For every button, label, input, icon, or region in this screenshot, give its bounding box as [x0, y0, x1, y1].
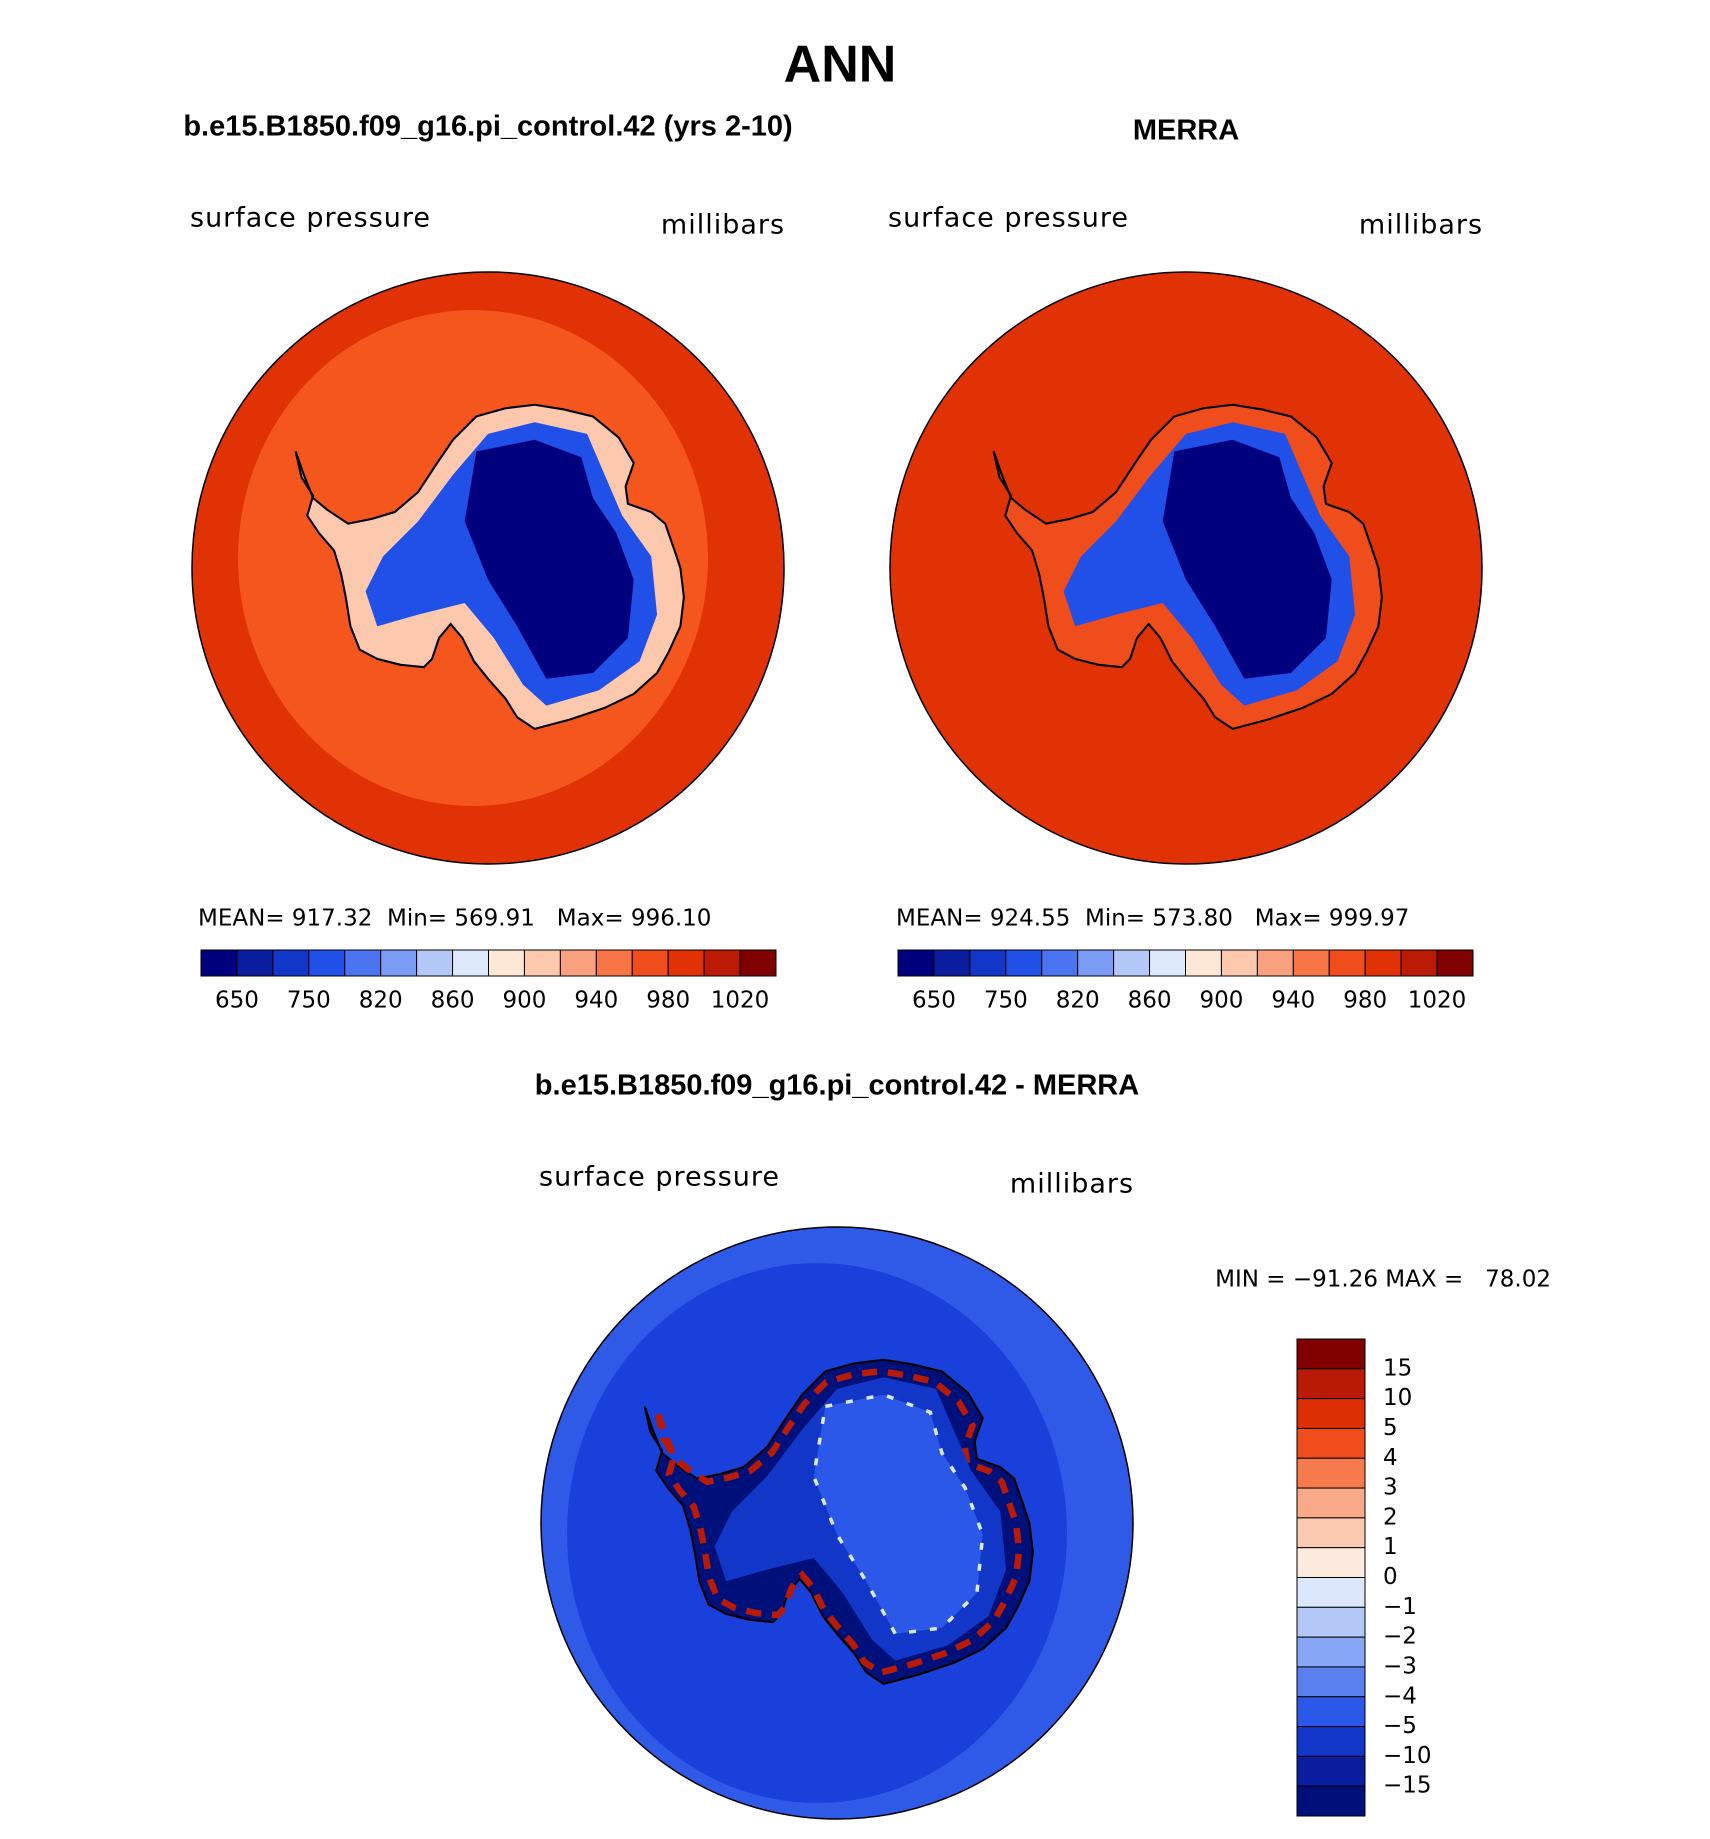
colorbar-swatch — [897, 949, 935, 977]
stats: MIN = −91.26 MAX = 78.02 — [1215, 1267, 1551, 1293]
colorbar-swatch — [1149, 949, 1186, 977]
colorbar-label: 5 — [1383, 1415, 1398, 1441]
colorbar-label: 750 — [984, 988, 1028, 1014]
stats: MEAN= 917.32 Min= 569.91 Max= 996.10 — [198, 906, 711, 932]
colorbar-swatch — [933, 949, 971, 977]
colorbar-label: 2 — [1383, 1504, 1398, 1530]
colorbar-swatch — [1296, 1755, 1366, 1787]
colorbar-label: −1 — [1383, 1594, 1417, 1620]
left-label: surface pressure — [190, 203, 431, 234]
colorbar-label: 1020 — [711, 988, 770, 1014]
colorbar-swatch — [1185, 949, 1222, 977]
colorbar-label: 1020 — [1408, 988, 1467, 1014]
colorbar-swatch — [1296, 1427, 1366, 1459]
colorbar-label: −3 — [1383, 1653, 1417, 1679]
colorbar-label: 860 — [1128, 988, 1172, 1014]
right-label: millibars — [661, 210, 785, 241]
colorbar-label: 650 — [215, 988, 259, 1014]
right-label: millibars — [1010, 1169, 1134, 1200]
colorbar-swatch — [272, 949, 310, 977]
colorbar-swatch — [1296, 1666, 1366, 1698]
colorbar-swatch — [1328, 949, 1366, 977]
colorbar-label: −5 — [1383, 1713, 1417, 1739]
colorbar-label: 650 — [912, 988, 956, 1014]
colorbar-swatch — [308, 949, 346, 977]
colorbar-swatch — [380, 949, 418, 977]
colorbar-swatch — [1113, 949, 1151, 977]
colorbar-swatch — [595, 949, 633, 977]
colorbar-swatch — [1296, 1547, 1366, 1578]
colorbar-swatch — [523, 949, 561, 977]
colorbar-swatch — [559, 949, 597, 977]
map-panel — [540, 1226, 1134, 1820]
colorbar-swatch — [631, 949, 669, 977]
colorbar-swatch — [236, 949, 274, 977]
panel-title: b.e15.B1850.f09_g16.pi_control.42 (yrs 2… — [183, 111, 792, 143]
right-label: millibars — [1359, 210, 1483, 241]
colorbar-label: 750 — [287, 988, 331, 1014]
colorbar-swatch — [1296, 1398, 1366, 1429]
colorbar-swatch — [1220, 949, 1258, 977]
map-panel — [191, 271, 785, 865]
colorbar-label: 900 — [1199, 988, 1243, 1014]
colorbar-label: 820 — [1056, 988, 1100, 1014]
left-label: surface pressure — [888, 203, 1129, 234]
colorbar-label: 3 — [1383, 1475, 1398, 1501]
colorbar-swatch — [1400, 949, 1438, 977]
colorbar-label: 4 — [1383, 1445, 1398, 1471]
colorbar-label: 820 — [359, 988, 403, 1014]
difference-title: b.e15.B1850.f09_g16.pi_control.42 - MERR… — [535, 1070, 1139, 1102]
colorbar-swatch — [1296, 1577, 1366, 1608]
colorbar-swatch — [1436, 949, 1474, 977]
colorbar-swatch — [1077, 949, 1115, 977]
colorbar-label: 900 — [502, 988, 546, 1014]
colorbar-swatch — [452, 949, 489, 977]
left-label: surface pressure — [539, 1162, 780, 1193]
stats: MEAN= 924.55 Min= 573.80 Max= 999.97 — [896, 906, 1409, 932]
colorbar-swatch — [1296, 1457, 1366, 1489]
colorbar-swatch — [739, 949, 777, 977]
colorbar-swatch — [1296, 1636, 1366, 1668]
colorbar-swatch — [1296, 1785, 1366, 1817]
colorbar-swatch — [1296, 1338, 1366, 1370]
colorbar-swatch — [1296, 1368, 1366, 1400]
colorbar-swatch — [1296, 1517, 1366, 1549]
colorbar-swatch — [488, 949, 525, 977]
colorbar-swatch — [1292, 949, 1330, 977]
colorbar-label: 980 — [646, 988, 690, 1014]
colorbar-swatch — [1005, 949, 1043, 977]
colorbar-swatch — [1296, 1696, 1366, 1728]
colorbar-swatch — [344, 949, 382, 977]
colorbar-label: −15 — [1383, 1773, 1432, 1799]
figure-title: ANN — [784, 36, 897, 94]
colorbar-label: 10 — [1383, 1385, 1412, 1411]
colorbar-label: 940 — [574, 988, 618, 1014]
colorbar-label: −2 — [1383, 1624, 1417, 1650]
colorbar-label: −4 — [1383, 1683, 1417, 1709]
colorbar-swatch — [1364, 949, 1402, 977]
colorbar-swatch — [200, 949, 238, 977]
colorbar-swatch — [703, 949, 741, 977]
colorbar-label: 15 — [1383, 1355, 1412, 1381]
colorbar-swatch — [969, 949, 1007, 977]
colorbar-label: 860 — [431, 988, 475, 1014]
colorbar-swatch — [1256, 949, 1294, 977]
colorbar-swatch — [416, 949, 454, 977]
colorbar-label: 1 — [1383, 1534, 1398, 1560]
colorbar-swatch — [1296, 1487, 1366, 1519]
colorbar-swatch — [1296, 1606, 1366, 1638]
colorbar-label: −10 — [1383, 1743, 1432, 1769]
colorbar-label: 980 — [1343, 988, 1387, 1014]
colorbar-swatch — [1041, 949, 1079, 977]
colorbar-label: 0 — [1383, 1564, 1398, 1590]
colorbar-swatch — [1296, 1726, 1366, 1757]
panel-title: MERRA — [1133, 115, 1239, 147]
colorbar-swatch — [667, 949, 705, 977]
map-panel — [889, 271, 1483, 865]
colorbar-label: 940 — [1271, 988, 1315, 1014]
